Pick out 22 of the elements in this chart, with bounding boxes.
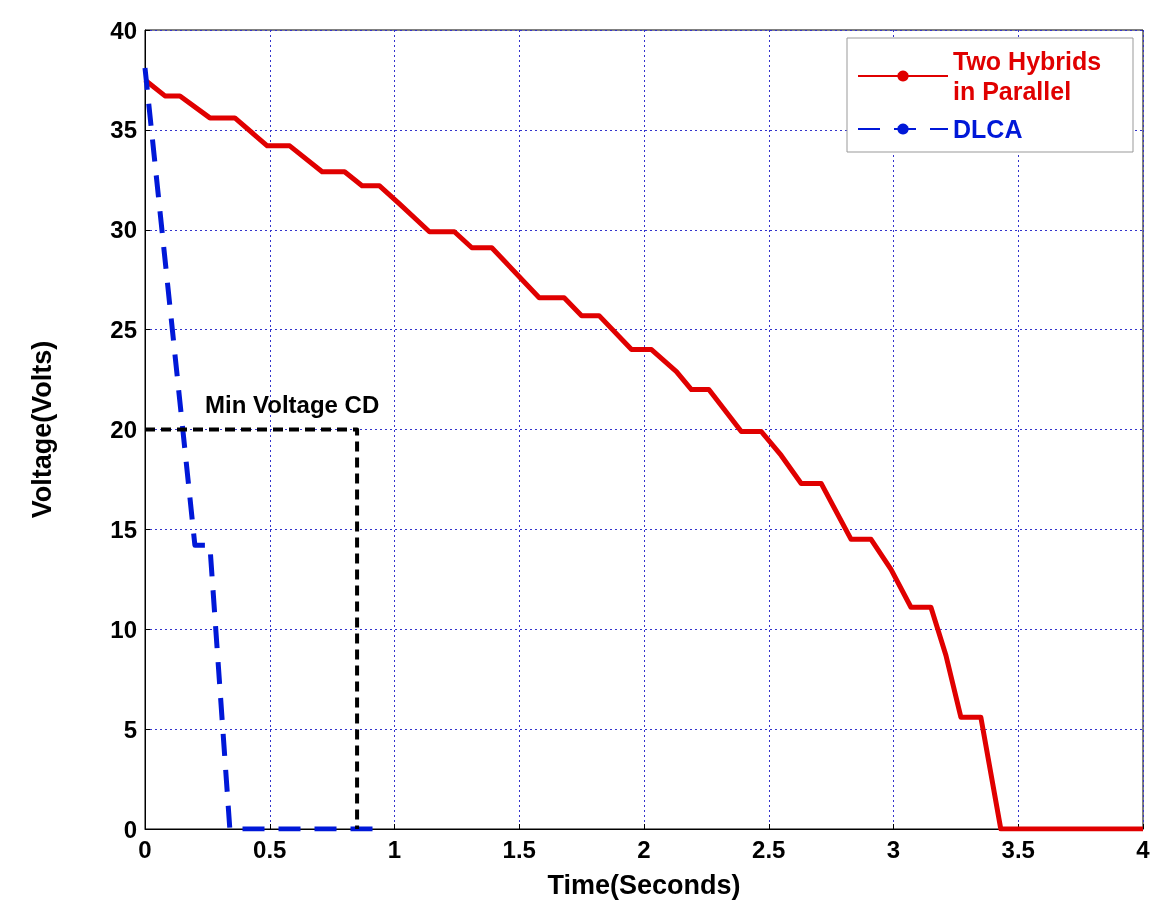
annotation: Min Voltage CD <box>205 390 380 418</box>
y-tick-label: 30 <box>110 216 137 244</box>
x-tick-label: 4 <box>1136 835 1151 863</box>
x-tick-label: 1 <box>387 835 402 863</box>
x-tick-label: 0.5 <box>253 835 287 863</box>
x-tick-label: 2.5 <box>752 835 786 863</box>
x-tick-label: 2 <box>637 835 651 863</box>
x-tick-label: 3 <box>886 835 901 863</box>
y-axis-title: Voltage(Volts) <box>26 340 57 519</box>
y-tick-label: 25 <box>110 316 137 344</box>
x-tick-label: 3.5 <box>1001 835 1035 863</box>
y-tick-label: 5 <box>123 715 137 743</box>
y-tick-label: 35 <box>110 116 137 144</box>
y-tick-label: 15 <box>110 515 137 543</box>
legend-label: Two Hybrids in Parallel <box>953 47 1109 105</box>
y-tick-label: 0 <box>123 815 137 843</box>
legend-label: DLCA <box>953 115 1023 143</box>
x-axis-title: Time(Seconds) <box>547 869 741 900</box>
x-tick-label: 1.5 <box>502 835 536 863</box>
y-tick-label: 40 <box>110 16 137 44</box>
y-tick-label: 10 <box>110 615 137 643</box>
y-tick-label: 20 <box>110 416 137 443</box>
